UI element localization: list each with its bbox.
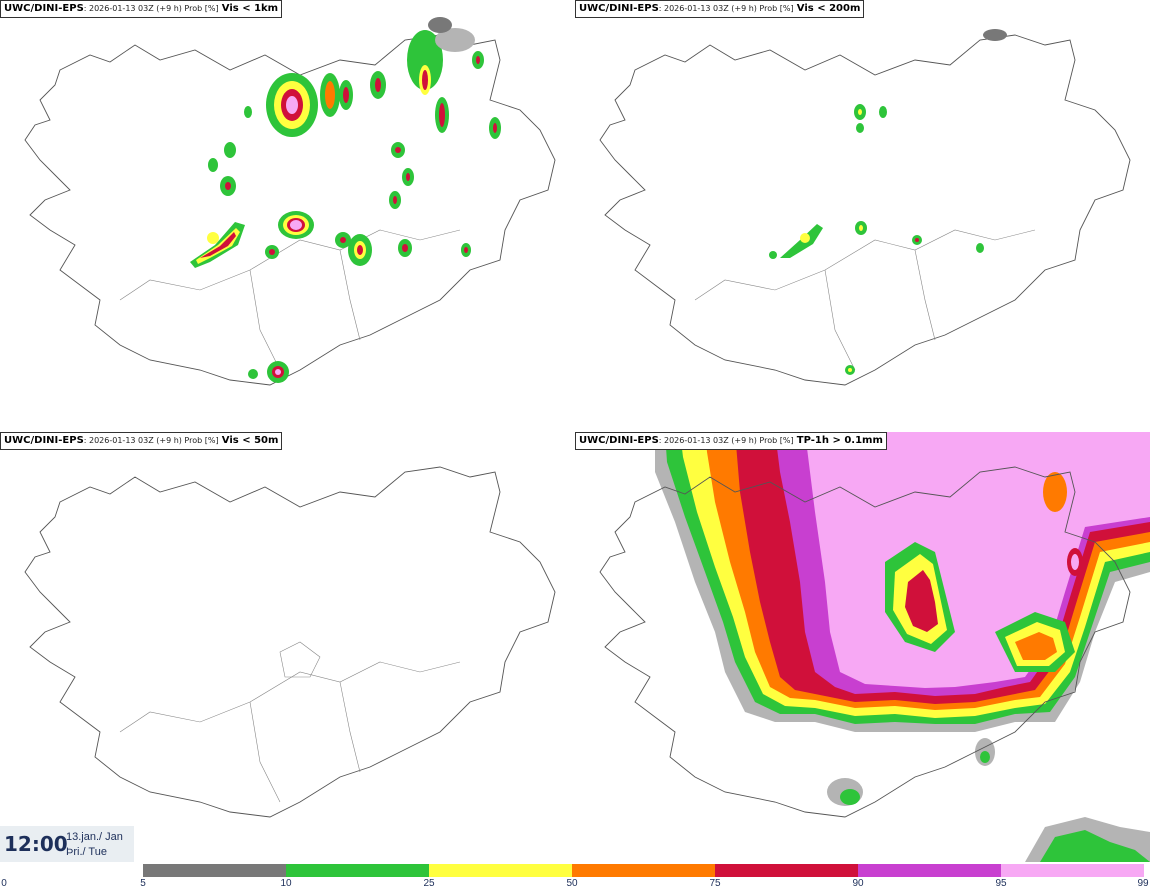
colorbar-segment bbox=[0, 864, 143, 877]
iceland-map bbox=[24, 466, 556, 818]
map-panel-vis-200m: UWC/DINI-EPS: 2026-01-13 03Z (+9 h) Prob… bbox=[575, 0, 1150, 430]
colorbar-segment bbox=[715, 864, 858, 877]
variable-name: TP-1h > 0.1mm bbox=[796, 435, 883, 446]
iceland-map bbox=[599, 432, 1150, 862]
colorbar-tick-label: 90 bbox=[852, 878, 864, 889]
variable-name: Vis < 1km bbox=[221, 3, 279, 14]
run-info: : 2026-01-13 03Z (+9 h) Prob [%] bbox=[83, 436, 219, 445]
valid-time: 12:00 bbox=[4, 832, 68, 856]
probability-blobs bbox=[769, 29, 1007, 375]
valid-time-box: 12:00 13.jan./ Jan Þri./ Tue bbox=[0, 826, 134, 862]
colorbar-tick-label: 0 bbox=[1, 878, 7, 889]
run-info: : 2026-01-13 03Z (+9 h) Prob [%] bbox=[658, 4, 794, 13]
colorbar-tick-label: 25 bbox=[423, 878, 435, 889]
colorbar-tick-label: 5 bbox=[140, 878, 146, 889]
colorbar-tick-label: 75 bbox=[709, 878, 721, 889]
panel-title: UWC/DINI-EPS: 2026-01-13 03Z (+9 h) Prob… bbox=[0, 432, 283, 450]
colorbar-segment bbox=[572, 864, 715, 877]
model-source: UWC/DINI-EPS bbox=[4, 3, 84, 14]
probability-field bbox=[655, 432, 1150, 862]
colorbar: 0 5 10 25 50 75 90 95 99 bbox=[0, 862, 1150, 891]
valid-date: 13.jan./ Jan Þri./ Tue bbox=[66, 830, 123, 860]
colorbar-segment bbox=[143, 864, 286, 877]
model-source: UWC/DINI-EPS bbox=[579, 435, 659, 446]
run-info: : 2026-01-13 03Z (+9 h) Prob [%] bbox=[658, 436, 794, 445]
variable-name: Vis < 50m bbox=[221, 435, 279, 446]
valid-date-weekday: Þri./ Tue bbox=[66, 846, 107, 858]
model-source: UWC/DINI-EPS bbox=[4, 435, 84, 446]
variable-name: Vis < 200m bbox=[796, 3, 861, 14]
colorbar-segment bbox=[1001, 864, 1144, 877]
colorbar-segment bbox=[429, 864, 572, 877]
iceland-map bbox=[24, 17, 556, 386]
panel-title: UWC/DINI-EPS: 2026-01-13 03Z (+9 h) Prob… bbox=[575, 432, 887, 450]
map-panel-precip: UWC/DINI-EPS: 2026-01-13 03Z (+9 h) Prob… bbox=[575, 432, 1150, 862]
map-panel-vis-1km: UWC/DINI-EPS: 2026-01-13 03Z (+9 h) Prob… bbox=[0, 0, 575, 430]
colorbar-tick-label: 95 bbox=[995, 878, 1007, 889]
colorbar-segment bbox=[858, 864, 1001, 877]
colorbar-segment bbox=[286, 864, 429, 877]
colorbar-tick-label: 10 bbox=[280, 878, 292, 889]
panel-title: UWC/DINI-EPS: 2026-01-13 03Z (+9 h) Prob… bbox=[0, 0, 283, 18]
run-info: : 2026-01-13 03Z (+9 h) Prob [%] bbox=[83, 4, 219, 13]
iceland-map bbox=[599, 29, 1131, 386]
panel-title: UWC/DINI-EPS: 2026-01-13 03Z (+9 h) Prob… bbox=[575, 0, 865, 18]
colorbar-tick-label: 99 bbox=[1137, 878, 1149, 889]
map-panel-vis-50m: UWC/DINI-EPS: 2026-01-13 03Z (+9 h) Prob… bbox=[0, 432, 575, 862]
colorbar-tick-label: 50 bbox=[566, 878, 578, 889]
probability-blobs bbox=[190, 17, 501, 383]
model-source: UWC/DINI-EPS bbox=[579, 3, 659, 14]
valid-date-day: 13.jan./ Jan bbox=[66, 831, 123, 843]
